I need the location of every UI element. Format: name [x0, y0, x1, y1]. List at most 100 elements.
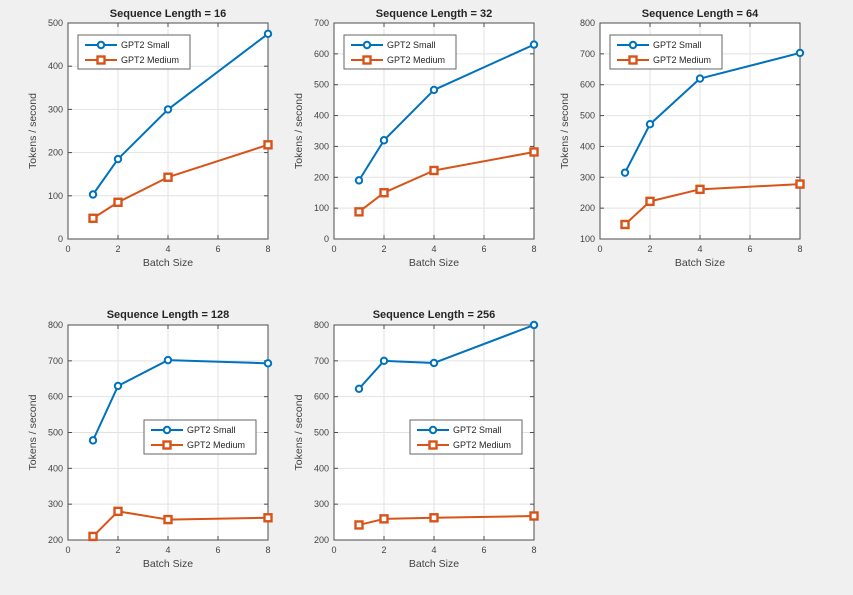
- y-axis-label: Tokens / second: [27, 394, 39, 470]
- legend-marker-square: [628, 55, 638, 65]
- x-tick-label: 2: [115, 545, 120, 555]
- data-marker-square: [795, 179, 805, 189]
- y-tick-label: 500: [580, 111, 595, 121]
- y-tick-label: 700: [314, 18, 329, 28]
- x-axis-label: Batch Size: [143, 257, 193, 269]
- y-axis-label: Tokens / second: [559, 93, 571, 169]
- chart-title: Sequence Length = 128: [107, 309, 230, 321]
- y-tick-label: 200: [48, 148, 63, 158]
- y-tick-label: 300: [48, 104, 63, 114]
- data-marker-circle: [88, 190, 98, 199]
- y-tick-label: 300: [48, 499, 63, 509]
- y-tick-label: 400: [48, 463, 63, 473]
- data-marker-square: [88, 213, 98, 223]
- chart-title: Sequence Length = 32: [376, 8, 492, 20]
- data-marker-circle: [379, 356, 389, 366]
- y-tick-label: 600: [314, 392, 329, 402]
- x-tick-label: 8: [797, 244, 802, 254]
- data-marker-square: [163, 514, 173, 525]
- y-tick-label: 300: [580, 172, 595, 182]
- y-tick-label: 800: [48, 320, 63, 330]
- y-tick-label: 700: [314, 356, 329, 366]
- y-tick-label: 0: [324, 234, 329, 244]
- data-marker-circle: [695, 74, 705, 83]
- legend-marker-circle: [362, 40, 372, 50]
- data-marker-circle: [795, 48, 805, 58]
- data-marker-square: [88, 531, 98, 542]
- y-tick-label: 100: [48, 191, 63, 201]
- chart-title: Sequence Length = 64: [642, 8, 759, 20]
- data-marker-square: [354, 207, 364, 217]
- y-tick-label: 400: [580, 141, 595, 151]
- data-marker-square: [113, 197, 123, 207]
- y-axis-label: Tokens / second: [293, 93, 305, 169]
- data-marker-square: [695, 184, 705, 195]
- data-marker-circle: [163, 105, 173, 114]
- x-tick-label: 8: [531, 244, 536, 254]
- legend-label: GPT2 Medium: [387, 55, 445, 65]
- data-marker-circle: [429, 85, 439, 95]
- legend-label: GPT2 Small: [121, 40, 170, 50]
- y-tick-label: 800: [580, 18, 595, 28]
- x-axis-label: Batch Size: [143, 558, 193, 570]
- legend-marker-square: [96, 55, 106, 65]
- chart-sequence-length-128: 0 2 4 6 8 200 300 400 500 600 700 800 Sequence Lengt…: [0, 297, 290, 594]
- x-tick-label: 2: [115, 244, 120, 254]
- legend-marker-circle: [162, 425, 172, 435]
- legend-marker-circle: [428, 425, 438, 435]
- subplot-svg: 0 2 4 6 8 100 200 300 400 500 600 700 800 Sequence Le…: [559, 8, 805, 269]
- y-tick-label: 200: [314, 535, 329, 545]
- data-marker-circle: [379, 136, 389, 145]
- chart-sequence-length-256: 0 2 4 6 8 200 300 400 500 600 700 800 Sequence Lengt…: [266, 297, 556, 594]
- y-tick-label: 600: [580, 80, 595, 90]
- y-tick-label: 700: [580, 49, 595, 59]
- series-line-square: [358, 514, 535, 526]
- y-tick-label: 500: [314, 428, 329, 438]
- subplot-svg: 0 2 4 6 8 200 300 400 500 600 700 800 Sequence Lengt…: [293, 309, 539, 570]
- legend-marker-square: [162, 440, 172, 450]
- x-tick-label: 0: [597, 244, 602, 254]
- x-tick-label: 0: [65, 244, 70, 254]
- x-tick-label: 8: [531, 545, 536, 555]
- series-line-circle: [358, 324, 535, 390]
- x-axis-label: Batch Size: [409, 558, 459, 570]
- legend-label: GPT2 Small: [653, 40, 702, 50]
- legend-box: [343, 34, 457, 70]
- y-tick-label: 400: [314, 111, 329, 121]
- data-marker-circle: [113, 154, 123, 164]
- x-axis-label: Batch Size: [409, 257, 459, 269]
- legend-marker-circle: [96, 40, 106, 50]
- x-tick-label: 4: [697, 244, 702, 254]
- series-line-circle: [92, 32, 269, 196]
- legend-label: GPT2 Medium: [187, 440, 245, 450]
- data-marker-circle: [263, 29, 273, 38]
- data-marker-square: [263, 140, 273, 150]
- series-line-square: [92, 510, 269, 538]
- y-tick-label: 700: [48, 356, 63, 366]
- data-marker-circle: [354, 384, 364, 393]
- data-marker-square: [379, 188, 389, 198]
- legend-marker-square: [428, 440, 438, 450]
- series-line-circle: [92, 359, 269, 442]
- y-tick-label: 500: [48, 428, 63, 438]
- y-tick-label: 300: [314, 499, 329, 509]
- legend-label: GPT2 Medium: [453, 440, 511, 450]
- chart-sequence-length-32: 0 2 4 6 8 0 100 200 300 400 500 600 700 Sequence Leng…: [266, 0, 556, 282]
- data-marker-circle: [645, 120, 655, 129]
- series-line-circle: [358, 43, 535, 182]
- y-tick-label: 500: [314, 80, 329, 90]
- data-marker-circle: [88, 436, 98, 445]
- data-marker-circle: [529, 320, 539, 330]
- legend-label: GPT2 Medium: [121, 55, 179, 65]
- subplot-svg: 0 2 4 6 8 0 100 200 300 400 500 600 700 Sequence Leng…: [293, 8, 539, 269]
- data-marker-circle: [429, 358, 439, 368]
- y-tick-label: 200: [314, 172, 329, 182]
- x-tick-label: 6: [481, 244, 486, 254]
- chart-sequence-length-16: 0 2 4 6 8 0 100 200 300 400 500 Sequence Length = 1…: [0, 0, 290, 282]
- chart-sequence-length-64: 0 2 4 6 8 100 200 300 400 500 600 700 800 Sequence Le…: [532, 0, 853, 282]
- y-tick-label: 0: [58, 234, 63, 244]
- y-tick-label: 100: [314, 203, 329, 213]
- legend-label: GPT2 Small: [387, 40, 436, 50]
- x-tick-label: 6: [215, 244, 220, 254]
